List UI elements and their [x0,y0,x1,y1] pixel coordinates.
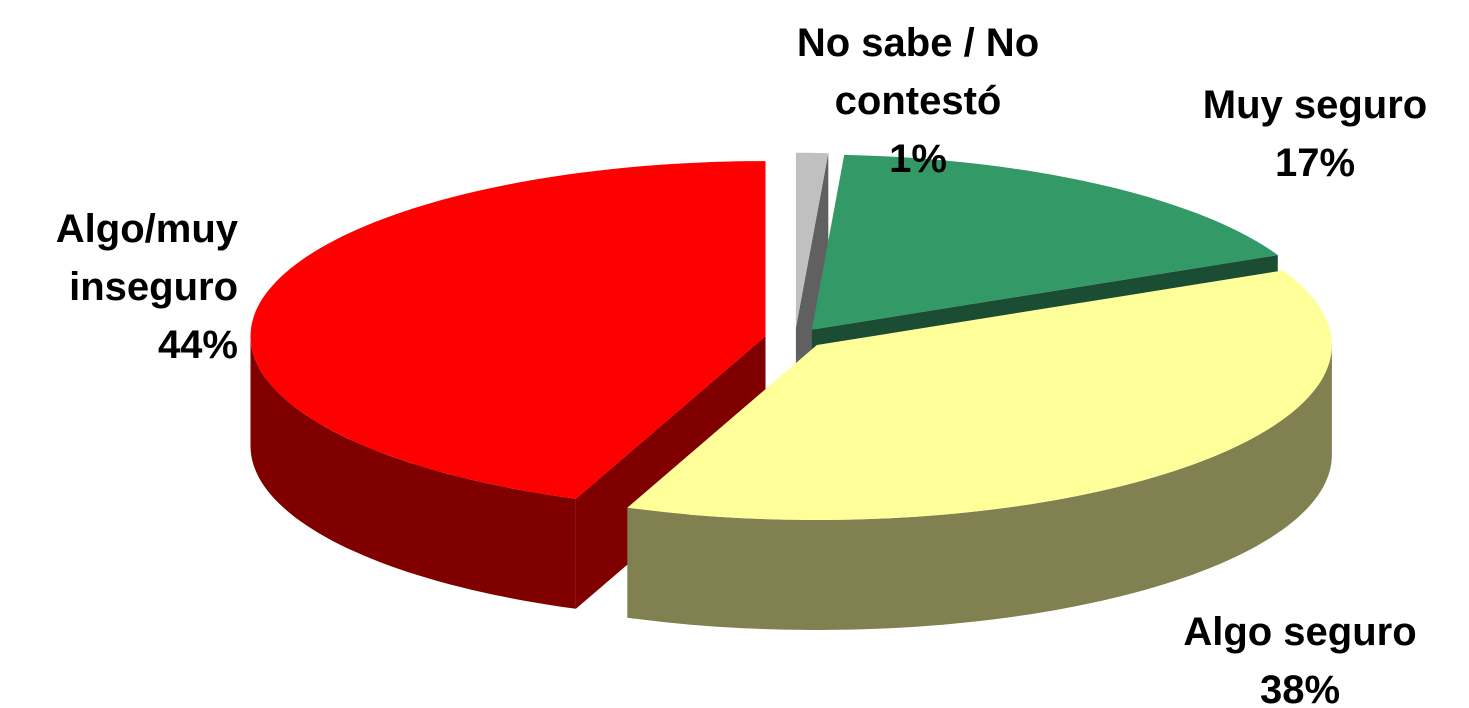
category-label: No sabe / No contestó [796,21,1040,123]
slice-label: No sabe / No contestó 1% [768,14,1068,188]
slice-label: Muy seguro 17% [1150,76,1469,192]
slice-side [250,336,576,609]
slice [795,152,829,328]
value-label: 38% [1259,668,1341,708]
value-label: 1% [889,137,947,181]
category-label: Muy seguro [1202,83,1428,127]
slice [811,154,1278,330]
category-label: Algo/muy inseguro [55,207,238,309]
category-label: Algo seguro [1183,610,1417,654]
value-label: 44% [157,323,238,367]
value-label: 17% [1274,141,1356,185]
slice [627,270,1332,520]
slice-label: Algo/muy inseguro 44% [0,200,238,374]
slice [250,161,766,499]
slice-side [627,345,1332,630]
slice-label: Algo seguro 38% [1140,603,1460,708]
